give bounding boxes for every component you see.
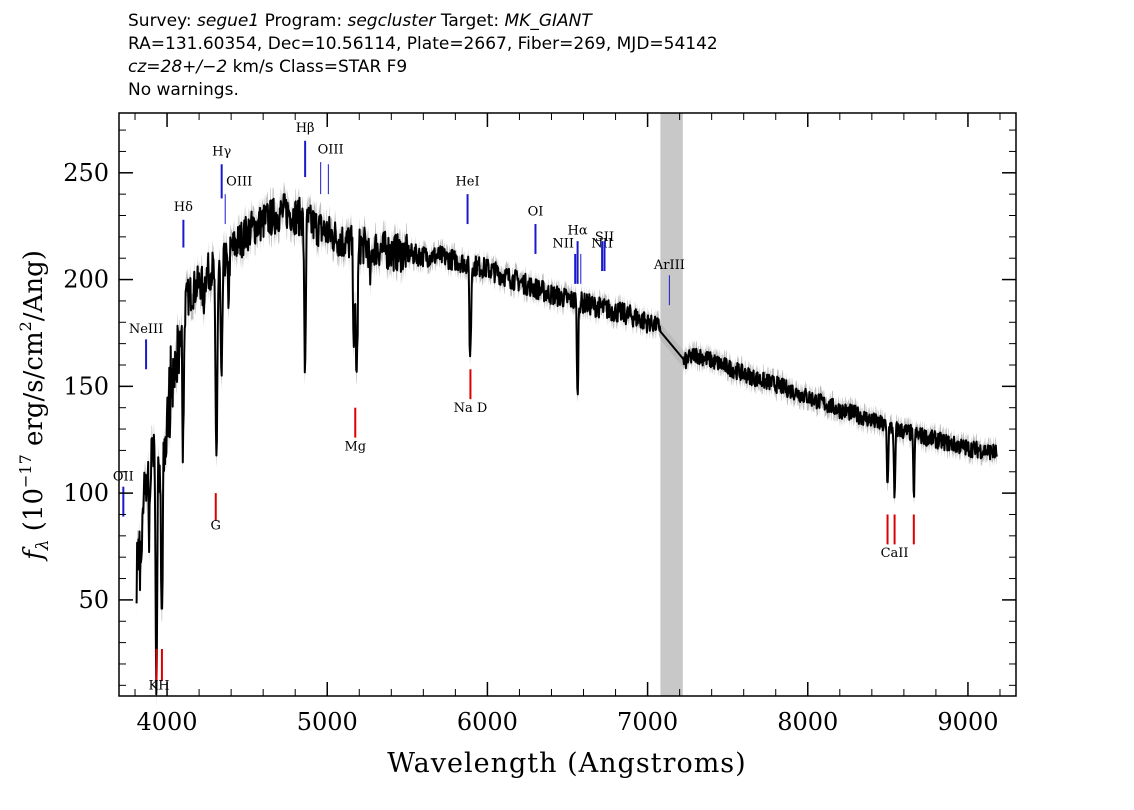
spectrum-line xyxy=(135,193,998,696)
emission-label-12: SII xyxy=(595,230,614,245)
y-tick-label-0: 50 xyxy=(78,586,109,614)
header-line-4: No warnings. xyxy=(128,80,239,100)
error-band-layer xyxy=(136,181,997,708)
y-label-part2: erg/s/cm xyxy=(19,331,49,454)
y-tick-label-3: 200 xyxy=(63,266,109,294)
header-line-1: Survey: segue1 Program: segcluster Targe… xyxy=(128,11,592,31)
absorption-label-1: G xyxy=(211,518,221,533)
line-markers-layer: HδHγOIIIHβOIIIHeIOINIIHαNIISIIArIIINeIII… xyxy=(113,121,915,694)
emission-label-11: NII xyxy=(591,237,613,252)
absorption-label-3: Na D xyxy=(454,401,488,416)
emission-label-1: Hγ xyxy=(212,145,231,160)
x-tick-label-5: 9000 xyxy=(937,708,998,736)
axes-layer: 4000 5000 6000 7000 8000 9000 50 100 150 200 250 xyxy=(63,112,1017,736)
masked-band xyxy=(660,113,683,696)
y-axis-label: fλ (10−17 erg/s/cm2/Ang) xyxy=(16,250,53,562)
x-tick-label-1: 5000 xyxy=(297,708,358,736)
spectrum-layer xyxy=(135,193,998,696)
x-tick-label-2: 6000 xyxy=(457,708,518,736)
emission-label-7: OI xyxy=(528,205,544,220)
y-label-part1: (10 xyxy=(19,488,49,531)
y-label-part3: /Ang) xyxy=(19,250,49,321)
emission-label-2: OIII xyxy=(226,175,252,190)
y-tick-label-1: 100 xyxy=(63,479,109,507)
emission-label-9: Hα xyxy=(568,224,588,239)
emission-label-6: HeI xyxy=(455,175,479,190)
emission-label-8: NII xyxy=(552,237,574,252)
x-tick-label-4: 8000 xyxy=(777,708,838,736)
absorption-label-2: Mg xyxy=(344,439,366,454)
y-label-base xyxy=(19,531,49,539)
header-line-2: RA=131.60354, Dec=10.56114, Plate=2667, … xyxy=(128,34,718,54)
emission-label-15: OII xyxy=(113,469,134,484)
absorption-label-4: CaII xyxy=(881,546,909,561)
masked-band-layer xyxy=(660,113,683,696)
absorption-label-0: KH xyxy=(149,679,170,694)
x-tick-label-0: 4000 xyxy=(137,708,198,736)
emission-label-13: ArIII xyxy=(653,258,685,273)
plot-frame xyxy=(118,112,1017,697)
emission-label-3: Hβ xyxy=(296,121,315,136)
emission-label-4: OIII xyxy=(318,143,344,158)
error-band xyxy=(136,181,997,708)
emission-label-0: Hδ xyxy=(174,200,193,215)
y-tick-label-4: 250 xyxy=(63,159,109,187)
spectrum-header: Survey: segue1 Program: segcluster Targe… xyxy=(128,10,718,102)
program-value: segcluster xyxy=(347,11,436,31)
y-label-exp2: 2 xyxy=(16,321,35,331)
emission-label-14: NeIII xyxy=(129,322,163,337)
y-tick-label-2: 150 xyxy=(63,372,109,400)
y-label-sub: λ xyxy=(33,539,53,551)
header-line-3: cz=28+/−2 km/s Class=STAR F9 xyxy=(128,57,408,77)
x-tick-label-3: 7000 xyxy=(617,708,678,736)
survey-value: segue1 xyxy=(197,11,260,31)
target-value: MK_GIANT xyxy=(504,11,592,31)
x-axis-label: Wavelength (Angstroms) xyxy=(387,748,746,779)
y-label-exp: −17 xyxy=(16,454,35,488)
